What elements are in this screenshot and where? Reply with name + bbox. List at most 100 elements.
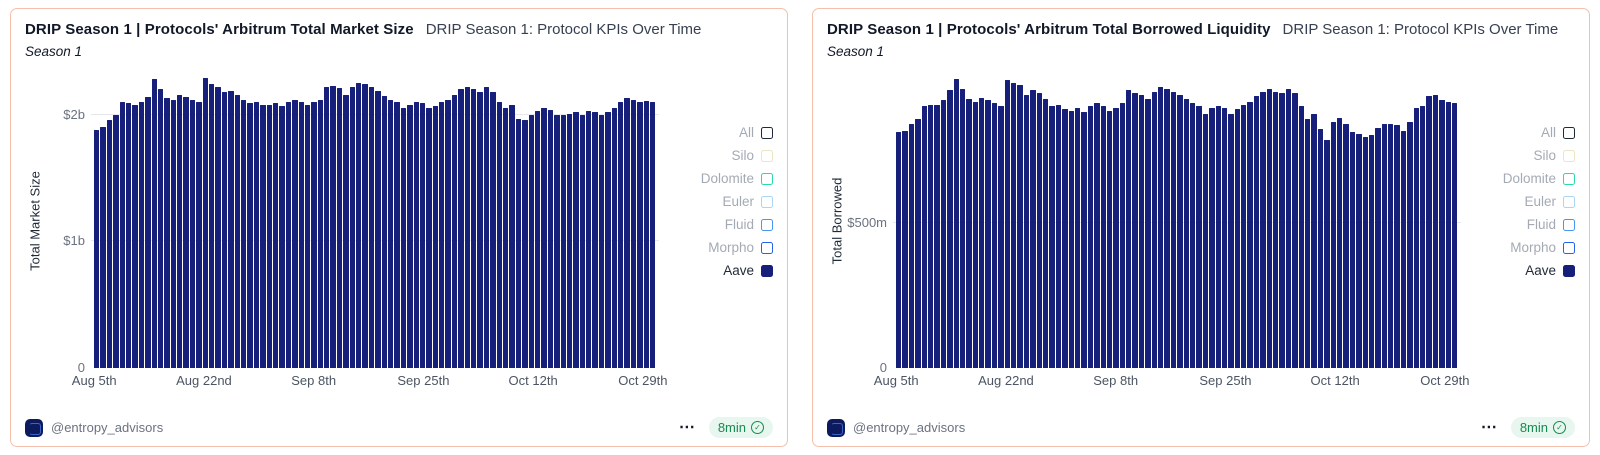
legend-item-all[interactable]: All xyxy=(739,125,773,140)
bar xyxy=(1234,109,1241,368)
legend-checkbox[interactable] xyxy=(1563,241,1575,254)
bar xyxy=(618,102,624,368)
y-axis-ticks: $500m 0 xyxy=(847,73,893,375)
bar xyxy=(164,98,170,368)
account-link[interactable]: @entropy_advisors xyxy=(51,420,164,435)
bar xyxy=(605,112,611,368)
bar xyxy=(106,119,113,368)
y-axis-ticks: $2b $1b 0 xyxy=(45,73,91,375)
legend-checkbox[interactable] xyxy=(1563,126,1575,139)
refresh-status-badge[interactable]: 8min ✓ xyxy=(1510,417,1575,438)
bar xyxy=(1368,135,1375,368)
legend-item-silo[interactable]: Silo xyxy=(731,148,773,163)
legend-label: Aave xyxy=(1525,263,1556,278)
bar xyxy=(1426,96,1432,368)
bar xyxy=(940,100,947,368)
legend-checkbox[interactable] xyxy=(761,172,773,185)
x-tick-label: Aug 22nd xyxy=(978,373,1034,388)
bar xyxy=(1285,88,1292,368)
bar xyxy=(247,103,253,368)
legend-item-fluid[interactable]: Fluid xyxy=(1527,217,1575,232)
legend-checkbox[interactable] xyxy=(761,218,773,231)
legend-checkbox[interactable] xyxy=(761,264,773,277)
bar xyxy=(209,84,215,368)
legend-item-silo[interactable]: Silo xyxy=(1533,148,1575,163)
legend-item-aave[interactable]: Aave xyxy=(723,263,773,278)
entropy-advisors-logo xyxy=(25,418,43,437)
legend-item-dolomite[interactable]: Dolomite xyxy=(701,171,773,186)
legend-label: Fluid xyxy=(1526,217,1556,232)
legend-item-morpho[interactable]: Morpho xyxy=(708,240,773,255)
bar xyxy=(260,104,266,368)
bar xyxy=(1094,103,1100,368)
bar xyxy=(145,97,151,368)
legend-item-euler[interactable]: Euler xyxy=(1524,194,1575,209)
bar xyxy=(953,78,959,368)
account-link[interactable]: @entropy_advisors xyxy=(853,420,966,435)
bar xyxy=(1343,123,1349,368)
bar xyxy=(304,104,311,368)
refresh-time: 8min xyxy=(717,420,746,435)
bar xyxy=(432,105,439,368)
bar xyxy=(1451,102,1458,368)
bar xyxy=(324,86,330,368)
bar xyxy=(1311,113,1317,368)
legend-checkbox[interactable] xyxy=(1563,172,1575,185)
bar xyxy=(547,109,554,368)
bar xyxy=(1074,107,1081,368)
legend-checkbox[interactable] xyxy=(1563,264,1575,277)
bar xyxy=(503,108,509,368)
bar xyxy=(215,86,221,368)
legend-item-morpho[interactable]: Morpho xyxy=(1510,240,1575,255)
bar xyxy=(1362,136,1368,368)
bar xyxy=(266,104,272,368)
y-axis-title: Total Borrowed xyxy=(829,177,845,264)
bar xyxy=(439,102,445,368)
chart-card-total-borrowed: DRIP Season 1 | Protocols' Arbitrum Tota… xyxy=(812,8,1590,447)
bar xyxy=(170,99,177,368)
bar xyxy=(896,132,902,368)
legend-item-euler[interactable]: Euler xyxy=(722,194,773,209)
bar xyxy=(1196,106,1202,368)
legend-item-fluid[interactable]: Fluid xyxy=(725,217,773,232)
bar xyxy=(1100,106,1106,368)
legend-item-dolomite[interactable]: Dolomite xyxy=(1503,171,1575,186)
bar xyxy=(151,79,157,368)
x-tick-label: Oct 29th xyxy=(1420,373,1470,388)
bar xyxy=(1400,130,1407,368)
bar xyxy=(1330,122,1336,368)
legend-label: All xyxy=(1540,125,1556,140)
bar xyxy=(921,106,927,368)
bar xyxy=(991,103,998,368)
bar xyxy=(483,86,490,368)
x-tick-label: Sep 25th xyxy=(1199,373,1252,388)
bar xyxy=(1356,133,1362,368)
more-menu-icon[interactable]: ⋯ xyxy=(678,418,695,436)
legend-checkbox[interactable] xyxy=(1563,195,1575,208)
bar xyxy=(566,113,573,368)
more-menu-icon[interactable]: ⋯ xyxy=(1480,418,1497,436)
legend-checkbox[interactable] xyxy=(1563,149,1575,162)
card-subtitle: DRIP Season 1: Protocol KPIs Over Time xyxy=(1282,21,1559,38)
legend-checkbox[interactable] xyxy=(761,241,773,254)
legend-checkbox[interactable] xyxy=(761,149,773,162)
bar xyxy=(534,110,541,368)
bar xyxy=(471,89,477,368)
bar xyxy=(998,106,1004,368)
bar xyxy=(908,123,915,368)
refresh-status-badge[interactable]: 8min ✓ xyxy=(708,417,773,438)
bar xyxy=(1183,99,1189,368)
bar xyxy=(592,112,598,368)
legend-item-all[interactable]: All xyxy=(1541,125,1575,140)
card-subtitle: DRIP Season 1: Protocol KPIs Over Time xyxy=(425,21,702,38)
legend-checkbox[interactable] xyxy=(761,126,773,139)
legend-checkbox[interactable] xyxy=(761,195,773,208)
card-title: DRIP Season 1 | Protocols' Arbitrum Tota… xyxy=(827,21,1271,38)
bar xyxy=(586,110,592,368)
bar xyxy=(1279,93,1285,368)
check-circle-icon: ✓ xyxy=(751,421,764,434)
legend-checkbox[interactable] xyxy=(1563,218,1575,231)
legend-item-aave[interactable]: Aave xyxy=(1525,263,1575,278)
bar xyxy=(560,114,566,368)
bar xyxy=(1445,101,1451,368)
